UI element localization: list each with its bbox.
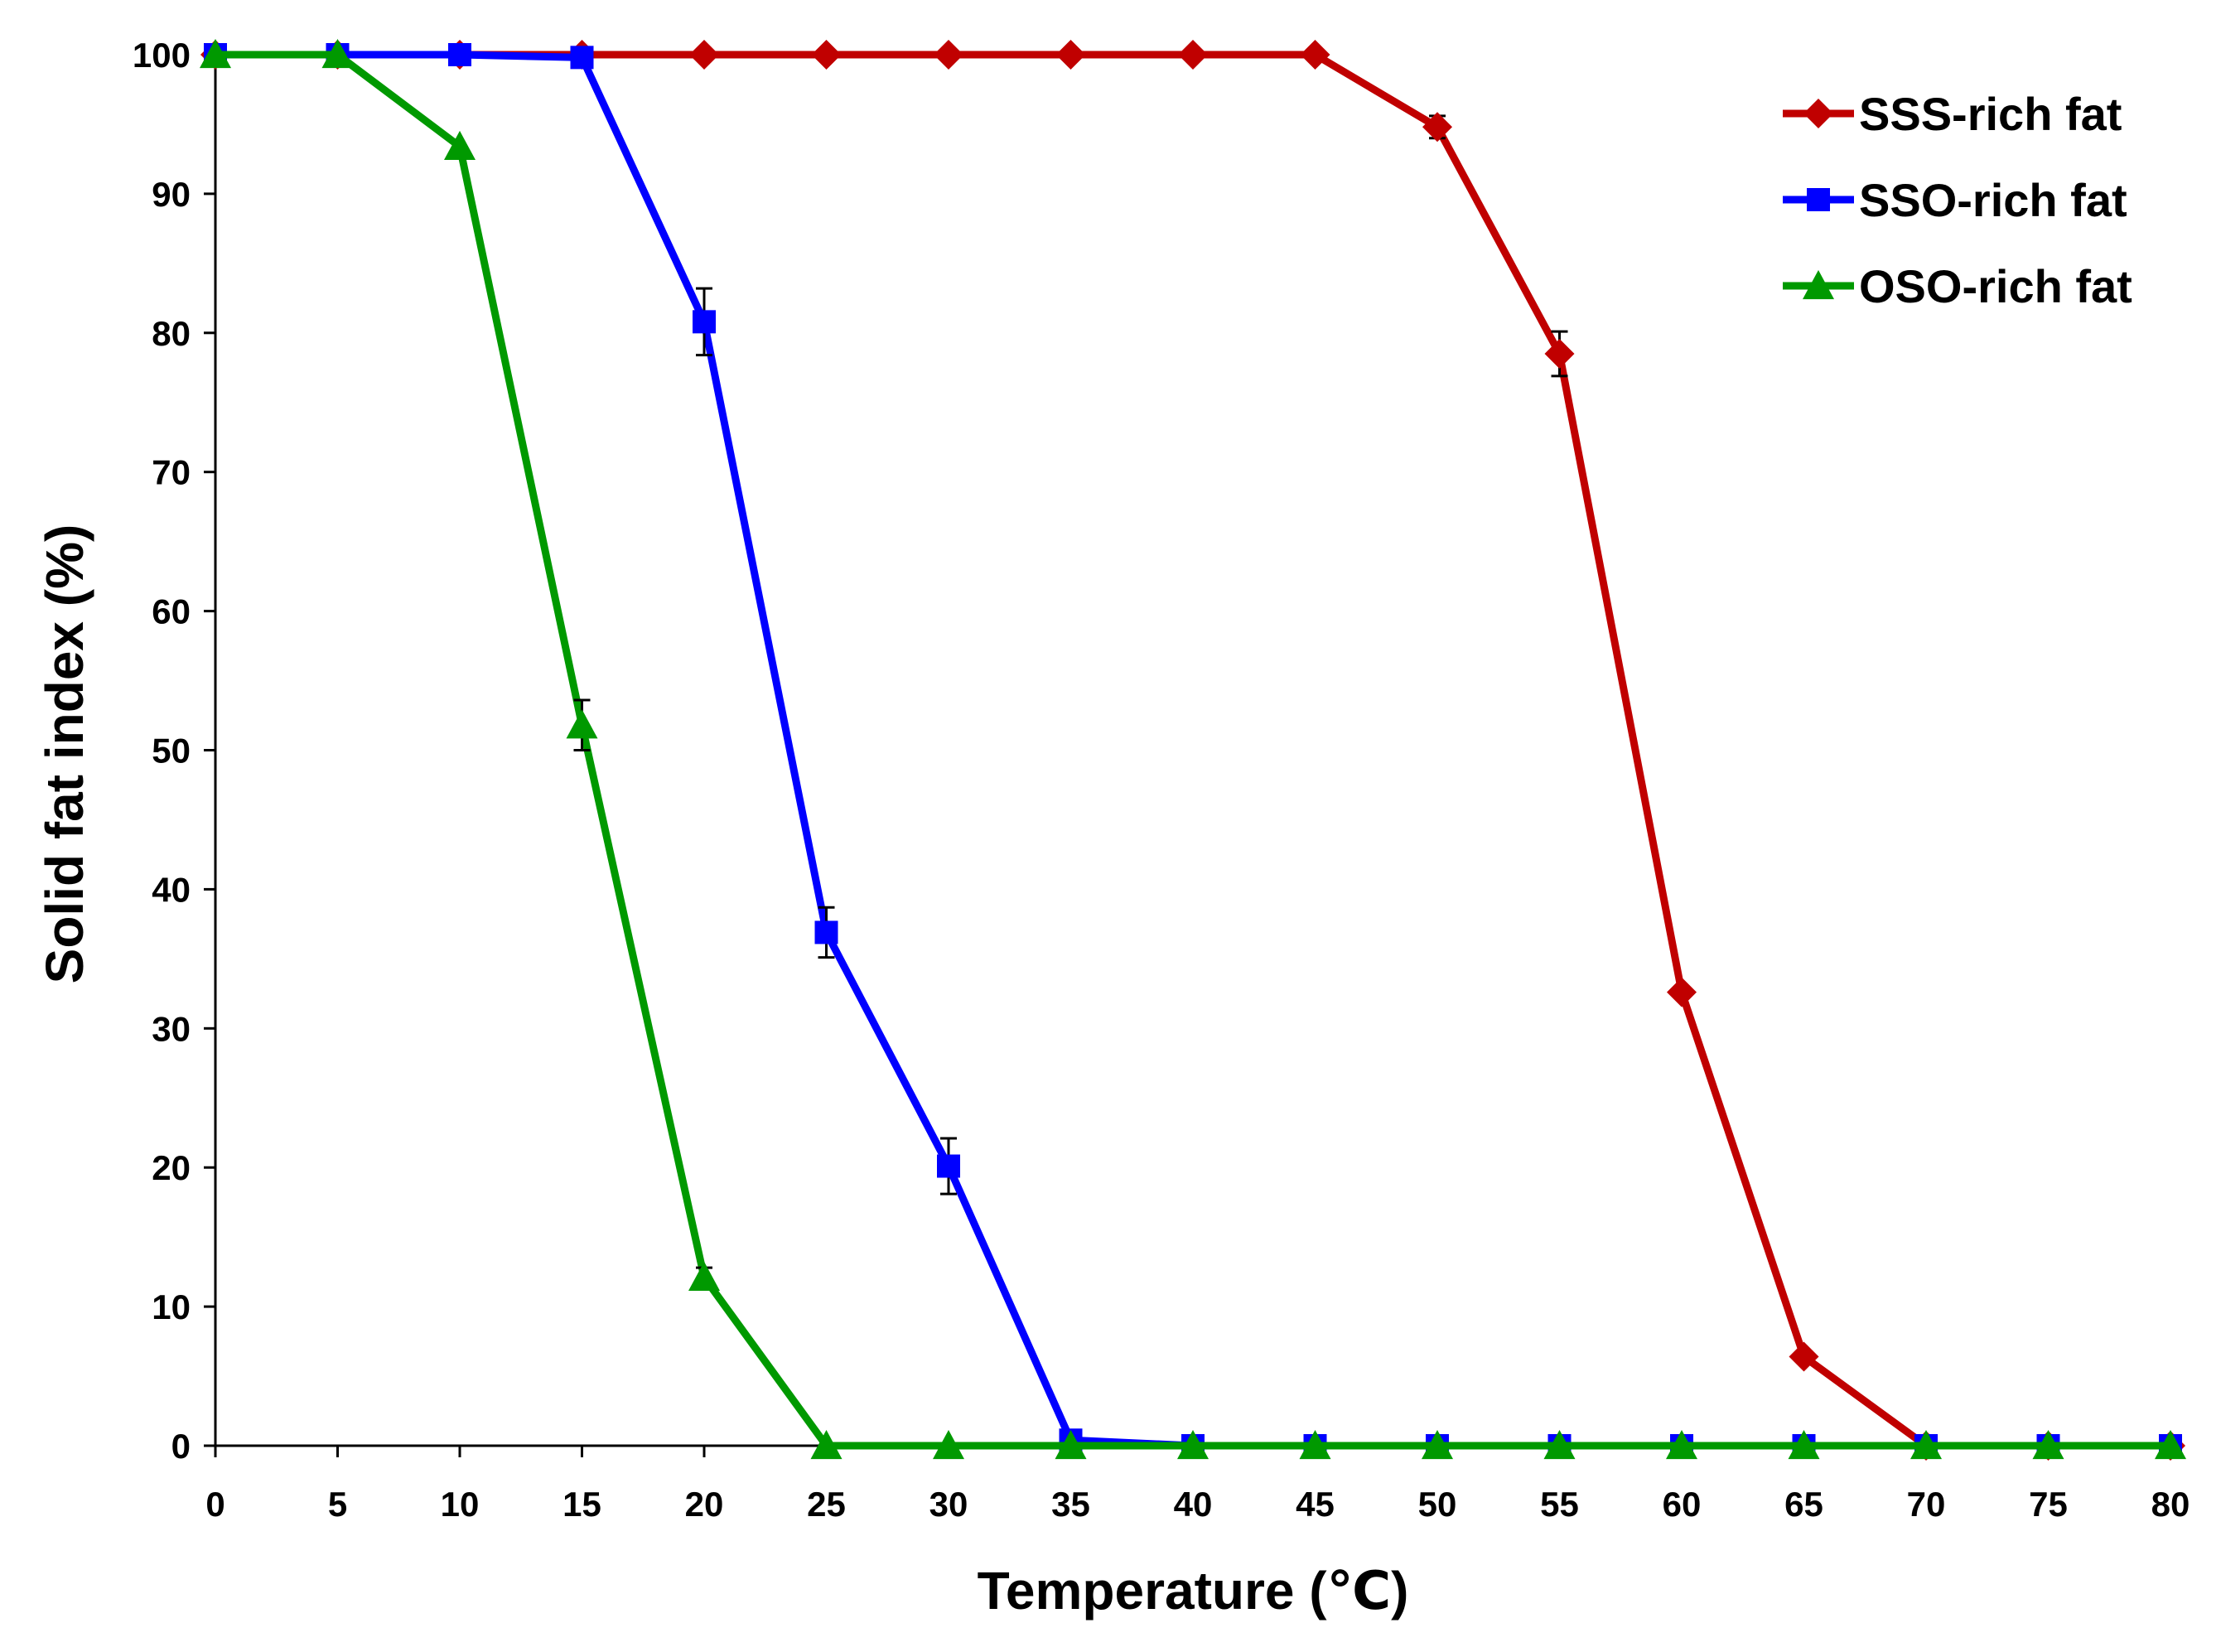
- data-point: [933, 1430, 964, 1460]
- x-tick-label: 10: [441, 1485, 480, 1524]
- y-tick-label: 0: [171, 1427, 191, 1466]
- data-point: [1178, 40, 1208, 70]
- y-tick-label: 10: [152, 1287, 191, 1326]
- y-axis-ticks: 0 10 20 30 40 50 60 70 80 90 100: [133, 36, 215, 1466]
- x-tick-label: 75: [2029, 1485, 2068, 1524]
- legend-marker: [1803, 99, 1833, 128]
- data-point: [1910, 1430, 1942, 1460]
- x-tick-label: 20: [685, 1485, 724, 1524]
- series-layer: [200, 39, 2186, 1461]
- y-axis-title: Solid fat index (%): [35, 524, 94, 984]
- data-point: [448, 43, 471, 66]
- x-tick-label: 35: [1051, 1485, 1090, 1524]
- data-point: [1055, 40, 1086, 70]
- y-tick-label: 60: [152, 592, 191, 631]
- data-point: [810, 1430, 843, 1460]
- x-tick-label: 0: [205, 1485, 225, 1524]
- x-axis-title: Temperature (℃): [978, 1561, 1409, 1621]
- data-point: [1788, 1430, 1820, 1460]
- y-tick-label: 90: [152, 175, 191, 214]
- legend-label: SSO-rich fat: [1859, 174, 2127, 226]
- x-tick-label: 60: [1663, 1485, 1702, 1524]
- data-point: [1300, 40, 1330, 70]
- data-point: [934, 40, 963, 70]
- series-sss-rich-fat: [200, 40, 2185, 1461]
- x-tick-label: 5: [328, 1485, 347, 1524]
- legend: SSS-rich fat SSO-rich fat OSO-rich fat: [1783, 88, 2132, 312]
- x-tick-label: 70: [1907, 1485, 1946, 1524]
- data-point: [1055, 1430, 1087, 1460]
- data-point: [1543, 1430, 1576, 1460]
- x-tick-label: 50: [1418, 1485, 1457, 1524]
- y-tick-label: 30: [152, 1009, 191, 1048]
- y-tick-label: 80: [152, 314, 191, 353]
- legend-label: OSO-rich fat: [1859, 260, 2132, 312]
- data-point: [444, 130, 476, 160]
- x-axis-ticks: 0 5 10 15 20 25 30 35 40 45 50 55 60 65 70 75 80: [205, 1446, 2190, 1524]
- data-point: [937, 1154, 960, 1178]
- data-point: [814, 920, 838, 944]
- legend-entry: SSO-rich fat: [1783, 174, 2127, 226]
- data-point: [1667, 977, 1697, 1007]
- y-tick-label: 40: [152, 870, 191, 909]
- data-point: [811, 40, 842, 70]
- data-point: [688, 1261, 720, 1291]
- x-tick-label: 55: [1540, 1485, 1579, 1524]
- data-point: [2155, 1430, 2186, 1460]
- data-point: [1299, 1430, 1331, 1460]
- data-point: [1422, 1430, 1453, 1460]
- legend-entry: SSS-rich fat: [1783, 88, 2122, 140]
- data-point: [200, 39, 231, 69]
- legend-marker: [1807, 188, 1830, 211]
- data-point: [566, 709, 598, 739]
- x-tick-label: 40: [1174, 1485, 1213, 1524]
- data-point: [693, 310, 716, 334]
- data-point: [1422, 112, 1452, 142]
- y-tick-label: 20: [152, 1148, 191, 1187]
- x-tick-label: 65: [1784, 1485, 1823, 1524]
- x-tick-label: 45: [1296, 1485, 1335, 1524]
- x-tick-label: 80: [2151, 1485, 2190, 1524]
- data-point: [1544, 338, 1575, 369]
- legend-label: SSS-rich fat: [1859, 88, 2122, 140]
- x-tick-label: 30: [929, 1485, 968, 1524]
- data-point: [689, 40, 719, 70]
- series-oso-rich-fat: [200, 39, 2186, 1460]
- series-sso-rich-fat: [204, 43, 2182, 1457]
- y-tick-label: 70: [152, 453, 191, 492]
- legend-entry: OSO-rich fat: [1783, 260, 2132, 312]
- legend-marker: [1803, 270, 1834, 300]
- x-tick-label: 15: [562, 1485, 601, 1524]
- data-point: [2032, 1430, 2064, 1460]
- data-point: [321, 39, 354, 69]
- data-point: [570, 46, 594, 70]
- data-point: [1789, 1341, 1819, 1372]
- data-point: [1666, 1430, 1697, 1460]
- data-point: [1177, 1430, 1209, 1460]
- x-tick-label: 25: [807, 1485, 846, 1524]
- y-tick-label: 50: [152, 732, 191, 770]
- y-tick-label: 100: [133, 36, 191, 75]
